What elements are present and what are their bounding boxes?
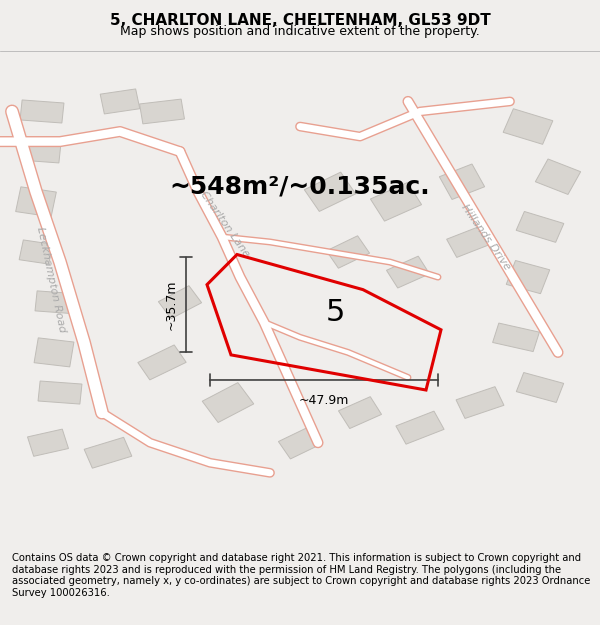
Bar bbox=[516, 211, 564, 242]
Bar bbox=[503, 109, 553, 144]
Bar bbox=[386, 256, 430, 288]
Bar bbox=[35, 291, 73, 314]
Bar bbox=[493, 323, 539, 351]
Text: ~47.9m: ~47.9m bbox=[299, 394, 349, 406]
Bar bbox=[38, 381, 82, 404]
Bar bbox=[100, 89, 140, 114]
Text: ~35.7m: ~35.7m bbox=[164, 279, 178, 330]
Bar bbox=[20, 100, 64, 123]
Bar bbox=[19, 240, 53, 264]
Text: Contains OS data © Crown copyright and database right 2021. This information is : Contains OS data © Crown copyright and d… bbox=[12, 553, 590, 598]
Bar bbox=[16, 187, 56, 217]
Bar bbox=[158, 286, 202, 319]
Bar bbox=[446, 226, 490, 258]
Bar bbox=[202, 382, 254, 423]
Bar bbox=[28, 429, 68, 456]
Text: Map shows position and indicative extent of the property.: Map shows position and indicative extent… bbox=[120, 26, 480, 39]
Bar bbox=[138, 345, 186, 380]
Bar bbox=[506, 261, 550, 294]
Bar bbox=[304, 172, 356, 211]
Bar bbox=[34, 338, 74, 367]
Bar bbox=[396, 411, 444, 444]
Text: Hillands Drive: Hillands Drive bbox=[460, 202, 512, 272]
Bar bbox=[439, 164, 485, 199]
Bar bbox=[84, 438, 132, 468]
Bar bbox=[23, 141, 61, 163]
Bar bbox=[338, 397, 382, 429]
Text: 5, CHARLTON LANE, CHELTENHAM, GL53 9DT: 5, CHARLTON LANE, CHELTENHAM, GL53 9DT bbox=[110, 12, 490, 28]
Text: Leckhampton Road: Leckhampton Road bbox=[35, 226, 67, 333]
Bar bbox=[535, 159, 581, 194]
Bar bbox=[370, 182, 422, 221]
Bar bbox=[456, 387, 504, 419]
Text: 5: 5 bbox=[326, 298, 345, 327]
Bar bbox=[326, 236, 370, 268]
Text: ~548m²/~0.135ac.: ~548m²/~0.135ac. bbox=[170, 175, 430, 199]
Text: Charlton Lane: Charlton Lane bbox=[199, 189, 251, 259]
Bar bbox=[517, 372, 563, 402]
Bar bbox=[278, 426, 322, 459]
Bar bbox=[140, 99, 184, 124]
